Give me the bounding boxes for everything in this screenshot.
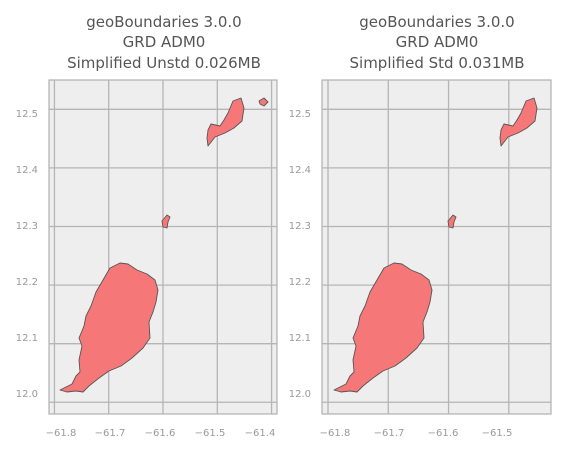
panel-2-y-tick-label: 12.4 bbox=[289, 165, 311, 176]
panel-2-y-ticks: 12.0 12.1 12.2 12.3 12.4 12.5 bbox=[289, 109, 311, 400]
panel-1-y-tick-label: 12.1 bbox=[16, 333, 38, 344]
panel-1-y-tick-label: 12.5 bbox=[16, 109, 38, 120]
panel-1-land bbox=[59, 97, 269, 393]
ronde-island bbox=[161, 214, 171, 229]
panel-2-land bbox=[333, 97, 538, 393]
panel-1-title-line-1: geoBoundaries 3.0.0 bbox=[86, 13, 241, 31]
panel-1-y-tick-label: 12.0 bbox=[16, 389, 38, 400]
panel-2-title-line-3: Simplified Std 0.031MB bbox=[350, 54, 525, 72]
panel-2-y-tick-label: 12.0 bbox=[289, 389, 311, 400]
panel-2-y-tick-label: 12.1 bbox=[289, 333, 311, 344]
panel-1-x-tick-label: −61.7 bbox=[95, 428, 126, 439]
panel-1-y-tick-label: 12.4 bbox=[16, 165, 38, 176]
carriacou-island bbox=[499, 97, 538, 147]
panel-1-title-line-3: Simplified Unstd 0.026MB bbox=[67, 54, 261, 72]
panel-2-x-ticks: −61.8 −61.7 −61.6 −61.5 bbox=[320, 428, 513, 439]
panel-2-title-line-2: GRD ADM0 bbox=[396, 33, 479, 51]
grenada-main-island bbox=[59, 262, 159, 393]
map-panel-2: geoBoundaries 3.0.0 GRD ADM0 Simplified … bbox=[289, 13, 552, 439]
ronde-island bbox=[447, 214, 457, 229]
panel-1-x-ticks: −61.8 −61.7 −61.6 −61.5 −61.4 bbox=[46, 428, 276, 439]
petite-martinique-island bbox=[258, 97, 269, 107]
panel-1-x-tick-label: −61.4 bbox=[245, 428, 276, 439]
carriacou-island bbox=[206, 97, 245, 147]
grenada-main-island bbox=[333, 262, 433, 393]
panel-2-x-tick-label: −61.7 bbox=[374, 428, 405, 439]
panel-2-y-tick-label: 12.3 bbox=[289, 221, 311, 232]
panel-2-y-tick-label: 12.5 bbox=[289, 109, 311, 120]
panel-1-x-tick-label: −61.5 bbox=[195, 428, 226, 439]
panel-2-x-tick-label: −61.5 bbox=[482, 428, 513, 439]
map-panel-1: geoBoundaries 3.0.0 GRD ADM0 Simplified … bbox=[16, 13, 278, 439]
panel-1-y-tick-label: 12.3 bbox=[16, 221, 38, 232]
panel-2-y-tick-label: 12.2 bbox=[289, 277, 311, 288]
panel-2-x-tick-label: −61.8 bbox=[320, 428, 351, 439]
panel-1-y-ticks: 12.0 12.1 12.2 12.3 12.4 12.5 bbox=[16, 109, 38, 400]
panel-1-y-tick-label: 12.2 bbox=[16, 277, 38, 288]
panel-2-title-line-1: geoBoundaries 3.0.0 bbox=[359, 13, 514, 31]
panel-2-x-tick-label: −61.6 bbox=[428, 428, 459, 439]
panel-1-x-tick-label: −61.6 bbox=[145, 428, 176, 439]
panel-1-x-tick-label: −61.8 bbox=[46, 428, 77, 439]
panel-1-title-line-2: GRD ADM0 bbox=[123, 33, 206, 51]
